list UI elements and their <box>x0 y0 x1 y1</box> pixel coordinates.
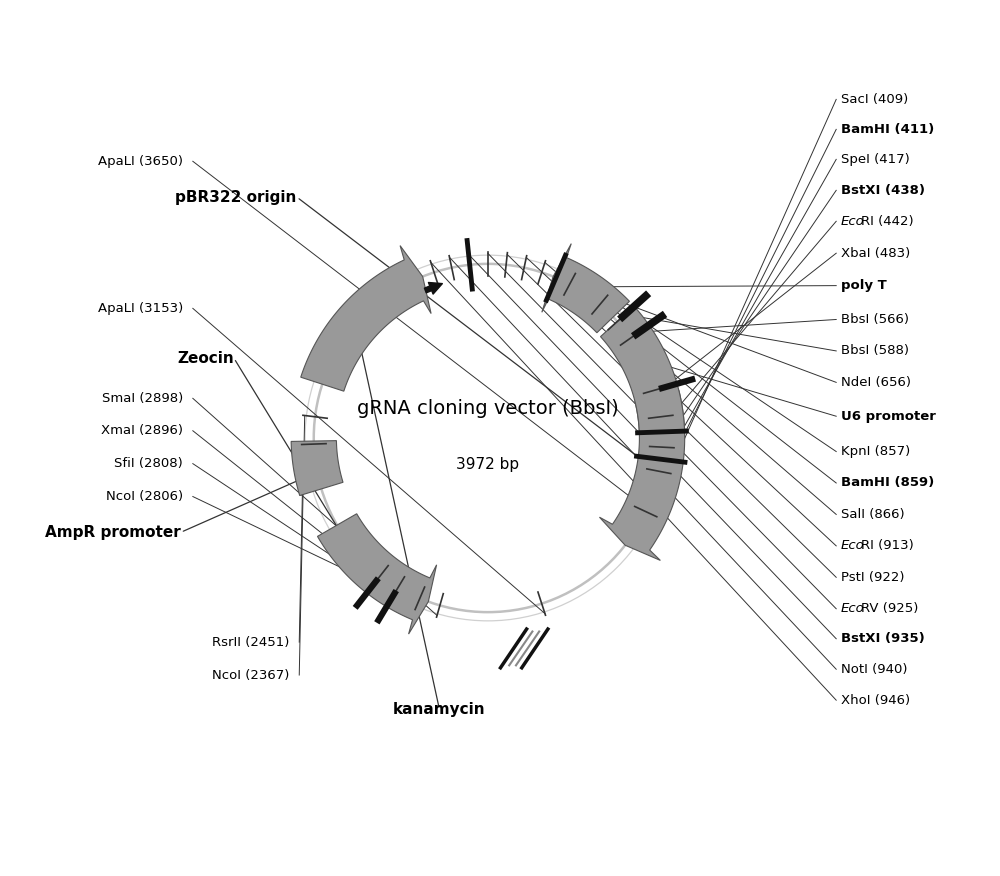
Text: ApaLI (3153): ApaLI (3153) <box>98 302 183 314</box>
Text: AmpR promoter: AmpR promoter <box>45 525 181 540</box>
Text: SpeI (417): SpeI (417) <box>841 153 910 166</box>
Text: SacI (409): SacI (409) <box>841 93 908 106</box>
Text: BbsI (566): BbsI (566) <box>841 313 909 326</box>
Text: XhoI (946): XhoI (946) <box>841 694 910 707</box>
Text: RI (442): RI (442) <box>861 215 914 228</box>
Text: kanamycin: kanamycin <box>393 703 486 717</box>
Text: RV (925): RV (925) <box>861 603 919 615</box>
Text: SfiI (2808): SfiI (2808) <box>114 457 183 470</box>
Text: 3972 bp: 3972 bp <box>456 457 519 472</box>
Text: RI (913): RI (913) <box>861 540 914 553</box>
Text: KpnI (857): KpnI (857) <box>841 445 910 458</box>
Text: RsrII (2451): RsrII (2451) <box>212 636 290 648</box>
Text: NcoI (2367): NcoI (2367) <box>212 668 290 682</box>
Text: U6 promoter: U6 promoter <box>841 410 936 423</box>
Text: BamHI (859): BamHI (859) <box>841 477 934 490</box>
Text: BamHI (411): BamHI (411) <box>841 123 934 136</box>
Polygon shape <box>301 245 431 392</box>
Text: XbaI (483): XbaI (483) <box>841 247 910 259</box>
Text: BbsI (588): BbsI (588) <box>841 344 909 357</box>
Text: gRNA cloning vector (BbsI): gRNA cloning vector (BbsI) <box>357 399 619 419</box>
Text: Eco: Eco <box>841 215 865 228</box>
Polygon shape <box>291 441 343 496</box>
Text: BstXI (935): BstXI (935) <box>841 632 925 646</box>
Polygon shape <box>600 307 685 433</box>
Polygon shape <box>542 244 629 333</box>
Text: NotI (940): NotI (940) <box>841 663 908 675</box>
Text: pBR322 origin: pBR322 origin <box>175 189 297 205</box>
Text: Eco: Eco <box>841 603 865 615</box>
Text: ApaLI (3650): ApaLI (3650) <box>98 155 183 168</box>
Polygon shape <box>599 391 685 561</box>
Text: BstXI (438): BstXI (438) <box>841 184 925 197</box>
Text: NdeI (656): NdeI (656) <box>841 376 911 389</box>
Text: XmaI (2896): XmaI (2896) <box>101 424 183 437</box>
Polygon shape <box>317 513 437 634</box>
Text: poly T: poly T <box>841 279 887 292</box>
Text: SalI (866): SalI (866) <box>841 508 905 521</box>
Text: PstI (922): PstI (922) <box>841 571 905 583</box>
Text: NcoI (2806): NcoI (2806) <box>106 490 183 503</box>
Text: SmaI (2898): SmaI (2898) <box>102 392 183 405</box>
Text: Eco: Eco <box>841 540 865 553</box>
Text: Zeocin: Zeocin <box>177 350 234 365</box>
